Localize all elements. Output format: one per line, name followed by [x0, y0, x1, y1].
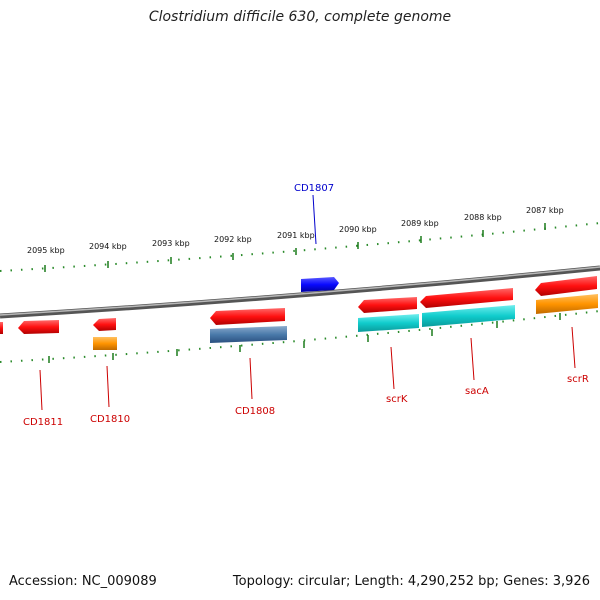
gene-cd1807-label: CD1807: [294, 183, 334, 194]
inner-major-ticks: [48, 313, 561, 363]
gene-cd1808-label: CD1808: [235, 406, 275, 417]
gene-scrr-arrow[interactable]: [535, 276, 597, 296]
gene-scrr-label: scrR: [567, 374, 589, 385]
gene-scrk-arrow[interactable]: [358, 297, 417, 313]
gene-cd1810-leader: [106, 365, 110, 408]
gene-cd1811-leader: [39, 369, 43, 411]
gene-scrk-leader: [390, 346, 395, 390]
gene-scrk-label: scrK: [386, 394, 408, 405]
gene-cd1808-feature[interactable]: [210, 326, 287, 343]
gene-cd1810-label: CD1810: [90, 414, 130, 425]
gene-cd1810-arrow[interactable]: [93, 318, 116, 331]
kbp-label-2088: 2088 kbp: [464, 213, 502, 222]
kbp-label-2087: 2087 kbp: [526, 206, 564, 215]
cds-left-edge-arrow[interactable]: [0, 322, 3, 334]
outer-tick-ring: [0, 222, 600, 272]
accession-text: Accession: NC_009089: [9, 574, 157, 589]
genome-title: Clostridium difficile 630, complete geno…: [148, 9, 452, 25]
gene-cd1808-arrow[interactable]: [210, 308, 285, 325]
gene-cd1811-arrow[interactable]: [18, 320, 59, 334]
gene-scrr-feature[interactable]: [536, 294, 598, 314]
kbp-label-2089: 2089 kbp: [401, 219, 439, 228]
gene-scrr-leader: [571, 326, 576, 369]
gene-saca-leader: [470, 337, 475, 381]
genome-backbone: [0, 265, 600, 319]
gene-cd1811-label: CD1811: [23, 417, 63, 428]
kbp-label-2095: 2095 kbp: [27, 246, 65, 255]
gene-cd1808-leader: [249, 357, 253, 400]
gene-saca-label: sacA: [465, 386, 489, 397]
kbp-label-2094: 2094 kbp: [89, 242, 127, 251]
genome-summary-text: Topology: circular; Length: 4,290,252 bp…: [232, 574, 590, 589]
kbp-label-2092: 2092 kbp: [214, 235, 252, 244]
gene-scrk-feature[interactable]: [358, 314, 419, 332]
inner-tick-ring: [0, 310, 600, 363]
gene-saca-arrow[interactable]: [420, 288, 513, 308]
kbp-label-2091: 2091 kbp: [277, 231, 315, 240]
gene-cd1807-arrow[interactable]: [301, 277, 339, 292]
gene-cd1807-leader: [312, 194, 317, 245]
kbp-label-2090: 2090 kbp: [339, 225, 377, 234]
outer-major-ticks: [44, 223, 546, 272]
gene-saca-feature[interactable]: [422, 305, 515, 327]
gene-cd1810-feature[interactable]: [93, 337, 117, 350]
kbp-label-2093: 2093 kbp: [152, 239, 190, 248]
